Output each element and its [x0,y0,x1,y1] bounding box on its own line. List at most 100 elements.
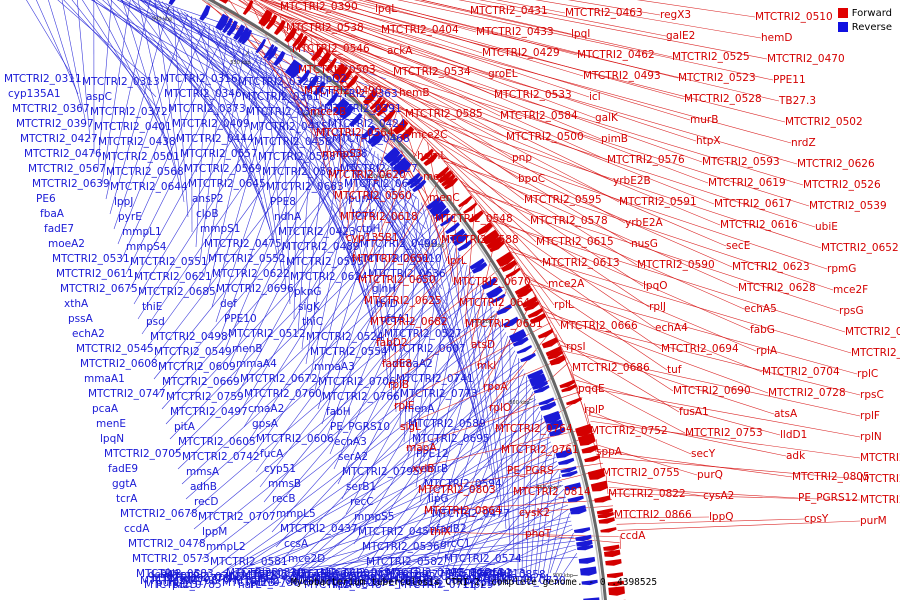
reverse-gene-label[interactable]: MTCTRI2_0415 [250,121,328,133]
reverse-gene-label[interactable]: MTCTRI2_0611 [56,268,134,280]
forward-gene-label[interactable]: fusA1 [679,406,709,418]
reverse-gene-label[interactable]: fadE9 [108,463,138,475]
forward-gene-label[interactable]: MTCTRI2_0814 [513,486,591,498]
forward-gene-label[interactable]: echA5 [744,303,777,315]
reverse-gene-label[interactable]: rpoC [176,569,201,581]
forward-gene-label[interactable]: MTCTRI2_0619 [708,177,786,189]
reverse-gene-label[interactable]: mmaA3 [314,361,355,373]
forward-gene-label[interactable]: MTCTRI2_0746 [860,452,900,464]
forward-gene-label[interactable]: menC [429,192,460,204]
reverse-gene-label[interactable]: MTCTRI2_0582 [366,556,444,568]
reverse-gene-label[interactable]: MTCTRI2_0627 [340,163,418,175]
reverse-gene-label[interactable]: lppK [352,208,376,220]
reverse-gene-label[interactable]: MTCTRI2_0714 [242,569,320,581]
forward-gene-label[interactable]: MTCTRI2_0626 [797,158,875,170]
reverse-gene-label[interactable]: tcrA [116,493,138,505]
reverse-gene-label[interactable]: MTCTRI2_0669 [162,376,240,388]
forward-gene-label[interactable]: lpqI [571,28,590,40]
reverse-gene-label[interactable]: MTCTRI2_0391 [324,103,402,115]
reverse-gene-label[interactable]: lpqN [100,433,124,445]
reverse-gene-label[interactable]: MTCTRI2_0527 [384,328,462,340]
forward-gene-label[interactable]: MTCTRI2_0560 [334,190,412,202]
reverse-gene-label[interactable]: MTCTRI2_0707 [198,511,276,523]
forward-gene-label[interactable]: MTCTRI2_0431 [470,5,548,17]
reverse-gene-label[interactable]: MTCTRI2_0311 [4,73,82,85]
reverse-gene-label[interactable]: MTCTRI2_0609 [158,361,236,373]
reverse-gene-label[interactable]: MTCTRI2_0438 [98,136,176,148]
forward-gene-label[interactable]: MTCTRI2_0502 [785,116,863,128]
forward-gene-label[interactable]: purM [860,515,887,527]
reverse-gene-label[interactable]: fbaA [40,208,65,220]
forward-gene-label[interactable]: rpsG [839,305,864,317]
reverse-gene-label[interactable]: MTCTRI2_0379 [246,106,324,118]
forward-gene-label[interactable]: MTCTRI2_0761 [501,444,579,456]
reverse-gene-label[interactable]: MTCTRI2_0696 [216,283,294,295]
reverse-gene-label[interactable]: MTCTRI2_0401 [94,121,172,133]
forward-gene-label[interactable]: MTCTRI2_0591 [619,196,697,208]
reverse-gene-label[interactable]: MTCTRI2_0361 [242,91,320,103]
reverse-gene-label[interactable]: MTCTRI2_0594 [424,478,502,490]
reverse-gene-label[interactable]: MTCTRI2_0531 [52,253,130,265]
reverse-gene-label[interactable]: sigK [298,301,321,313]
reverse-gene-label[interactable]: MTCTRI2_0589 [408,418,486,430]
forward-gene-label[interactable]: bpoC [518,173,545,185]
reverse-gene-label[interactable]: MTCTRI2_0468 [332,133,410,145]
reverse-gene-label[interactable]: ctpH [356,223,380,235]
reverse-gene-label[interactable]: MTCTRI2_0680 [292,568,370,580]
forward-gene-label[interactable]: secE [726,240,750,252]
reverse-gene-label[interactable]: mmpL2 [206,541,246,553]
forward-gene-label[interactable]: cpsY [804,513,829,525]
forward-gene-label[interactable]: xylB [412,463,435,475]
forward-gene-label[interactable]: MTCTRI2_0593 [702,156,780,168]
reverse-gene-label[interactable]: MTCTRI2_0786 [222,577,300,589]
forward-gene-label[interactable]: hemB [399,87,430,99]
reverse-gene-label[interactable]: MTCTRI2_0858 [468,569,546,581]
forward-gene-label[interactable]: MTCTRI2_0528 [684,93,762,105]
reverse-gene-label[interactable]: MTCTRI2_0813 [300,575,378,587]
reverse-gene-label[interactable]: MTCTRI2_0313 [82,76,160,88]
reverse-gene-label[interactable]: phoR [402,569,429,581]
reverse-gene-label[interactable]: lppJ [114,196,133,208]
reverse-gene-label[interactable]: MTCTRI2_0444 [176,133,254,145]
forward-gene-label[interactable]: MTCTRI2_0548 [435,213,513,225]
forward-gene-label[interactable]: echA4 [655,322,688,334]
reverse-gene-label[interactable]: MTCTRI2_0346 [164,88,242,100]
reverse-gene-label[interactable]: fadB2 [436,523,467,535]
forward-gene-label[interactable]: cyp135B1 [346,232,399,244]
forward-gene-label[interactable]: pnp [512,152,532,164]
reverse-gene-label[interactable]: clpB [196,208,219,220]
reverse-gene-label[interactable]: PPE12 [416,448,449,460]
forward-gene-label[interactable]: MTCTRI2_0429 [482,47,560,59]
forward-gene-label[interactable]: htpX [696,135,721,147]
forward-gene-label[interactable]: MTCTRI2_0764 [495,423,573,435]
reverse-gene-label[interactable]: MTCTRI2_0316 [160,73,238,85]
reverse-gene-label[interactable]: MTCTRI2_0367 [12,103,90,115]
reverse-gene-label[interactable]: MTCTRI2_0793 [386,567,464,579]
forward-gene-label[interactable]: rpsI [566,341,586,353]
reverse-gene-label[interactable]: MTCTRI2_0551 [130,256,208,268]
reverse-gene-label[interactable]: MTCTRI2_0512 [228,328,306,340]
forward-gene-label[interactable]: purQ [697,469,723,481]
reverse-gene-label[interactable]: MTCTRI2_0363 [320,88,398,100]
forward-gene-label[interactable]: fadE8 [382,358,412,370]
forward-gene-label[interactable]: ccdA [620,530,646,542]
forward-gene-label[interactable]: MTCTRI2_0638 [845,326,900,338]
reverse-gene-label[interactable]: rpsL [370,571,392,583]
reverse-gene-label[interactable]: MTCTRI2_0695 [412,433,490,445]
reverse-gene-label[interactable]: ccdA [124,523,150,535]
reverse-gene-label[interactable]: MTCTRI2_0674 [472,573,550,585]
reverse-gene-label[interactable]: mce2C [328,575,364,587]
forward-gene-label[interactable]: MTCTRI2_0618 [340,211,418,223]
forward-gene-label[interactable]: mce2A [548,278,585,290]
reverse-gene-label[interactable]: rplI [214,571,231,583]
reverse-gene-label[interactable]: MTCTRI2_0475 [204,238,282,250]
forward-gene-label[interactable]: galK [595,112,619,124]
reverse-gene-label[interactable]: MTCTRI2_0545 [76,343,154,355]
forward-gene-label[interactable]: MTCTRI2_0404 [381,24,459,36]
reverse-gene-label[interactable]: MTCTRI2_0784 [230,571,308,583]
reverse-gene-label[interactable]: lipG [428,493,449,505]
forward-gene-label[interactable]: thiX [430,526,451,538]
reverse-gene-label[interactable]: MTCTRI2_0573 [132,553,210,565]
reverse-gene-label[interactable]: MTCTRI2_0677 [316,577,394,589]
reverse-gene-label[interactable]: mmsA [186,466,220,478]
